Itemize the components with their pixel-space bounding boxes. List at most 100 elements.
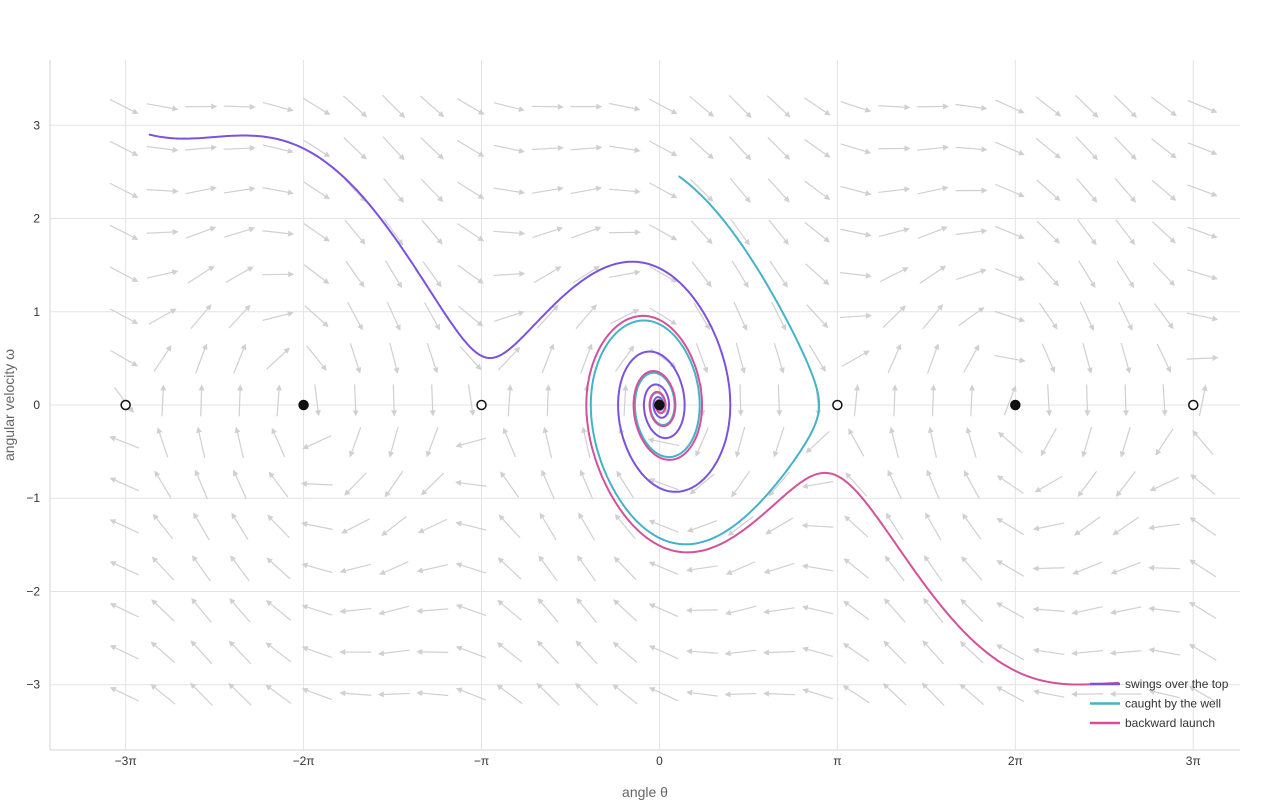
field-arrow (1148, 564, 1181, 571)
field-arrow (1032, 606, 1065, 613)
legend-label: caught by the well (1125, 697, 1221, 711)
field-arrow (265, 642, 292, 663)
field-arrow (191, 555, 211, 582)
field-arrow (575, 682, 599, 706)
field-arrow (150, 641, 176, 664)
field-arrow (839, 312, 872, 319)
field-arrow (686, 565, 718, 573)
field-arrow (262, 230, 295, 237)
field-arrow (689, 95, 715, 117)
field-arrow (806, 304, 829, 329)
field-arrow (996, 644, 1025, 661)
field-arrow (303, 222, 330, 242)
field-arrow (229, 597, 251, 623)
field-arrow (109, 519, 139, 534)
field-arrow (347, 302, 363, 331)
field-arrow (416, 564, 449, 574)
field-arrow (1109, 606, 1142, 616)
field-arrow (456, 139, 485, 157)
field-arrow (151, 599, 175, 622)
field-arrow (425, 427, 439, 458)
field-arrow (842, 642, 870, 662)
field-arrow (884, 555, 905, 582)
y-tick-label: −1 (26, 491, 40, 505)
field-arrow (802, 688, 833, 700)
field-arrow (845, 472, 868, 497)
field-arrow (763, 607, 795, 615)
field-arrow (1161, 384, 1168, 417)
field-arrow (735, 342, 746, 374)
field-arrow (195, 343, 208, 374)
field-arrow (455, 437, 487, 448)
y-tick-label: 3 (33, 118, 40, 132)
field-arrow (109, 477, 140, 492)
field-arrow (541, 343, 555, 374)
unstable-equilibrium-point (476, 399, 487, 411)
field-arrow (887, 469, 902, 499)
field-arrow (533, 266, 562, 284)
field-arrow (1037, 262, 1060, 287)
field-arrow (339, 690, 372, 697)
field-arrow (693, 302, 711, 331)
field-arrow (955, 146, 988, 153)
field-arrow (531, 185, 564, 194)
field-arrow (419, 95, 445, 118)
field-arrow (959, 641, 984, 664)
field-arrow (575, 640, 598, 665)
field-arrow (191, 597, 212, 623)
field-arrow (1148, 647, 1180, 656)
stable-equilibrium-point (1010, 399, 1021, 411)
field-arrow (352, 384, 359, 417)
field-arrow (1074, 516, 1101, 536)
field-arrow (153, 345, 172, 373)
field-arrow (610, 309, 640, 325)
field-arrow (1071, 649, 1104, 657)
field-arrow (925, 512, 942, 541)
field-arrow (545, 384, 552, 417)
field-arrow (803, 97, 831, 116)
field-arrow (647, 437, 680, 447)
field-arrow (840, 101, 872, 113)
field-arrow (109, 687, 139, 702)
field-arrow (763, 562, 795, 575)
field-arrow (1152, 262, 1176, 287)
field-arrow (1036, 220, 1060, 244)
field-arrow (1186, 312, 1219, 322)
field-arrow (458, 305, 484, 327)
field-arrow (186, 226, 217, 239)
field-arrow (388, 426, 399, 458)
field-arrow (649, 265, 678, 283)
field-arrow (955, 187, 988, 194)
field-arrow (185, 185, 217, 195)
field-arrow (537, 597, 559, 623)
field-arrow (306, 345, 327, 371)
field-arrow (1076, 177, 1098, 203)
field-arrow (532, 226, 564, 239)
field-arrow (1187, 226, 1218, 239)
field-arrow (420, 178, 444, 203)
field-arrow (467, 384, 476, 417)
field-arrow (266, 347, 290, 370)
field-arrow (889, 426, 899, 458)
field-arrow (1071, 691, 1104, 698)
field-arrow (570, 144, 603, 151)
field-arrow (1155, 428, 1174, 456)
field-arrow (689, 137, 714, 160)
field-arrow (737, 384, 744, 417)
field-arrow (341, 518, 370, 534)
field-arrow (927, 426, 938, 459)
field-arrow (965, 426, 977, 458)
field-arrow (536, 640, 560, 665)
field-arrow (613, 556, 637, 581)
field-arrow (420, 472, 445, 496)
field-arrow (536, 304, 559, 329)
field-arrow (1120, 342, 1132, 374)
field-arrow (497, 346, 521, 371)
field-arrow (917, 226, 948, 239)
field-arrow (930, 384, 937, 417)
field-arrow (955, 103, 988, 111)
field-arrow (151, 556, 175, 581)
field-arrow (648, 645, 679, 660)
field-arrow (1081, 426, 1093, 458)
